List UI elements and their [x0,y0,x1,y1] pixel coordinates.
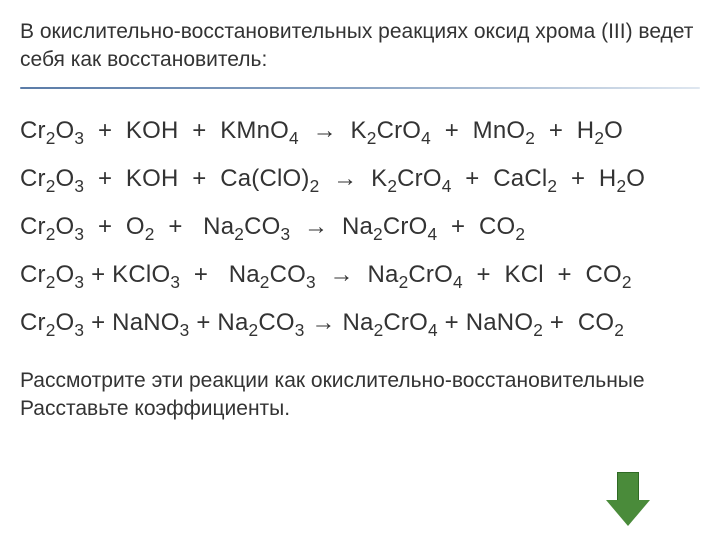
header-block: В окислительно-восстановительных реакция… [0,0,720,83]
footer-text: Рассмотрите эти реакции как окислительно… [20,367,700,424]
down-arrow-icon [606,472,650,528]
equations-list: Cr2O3 + KOH + KMnO4 → K2CrO4 + MnO2 + H2… [0,89,720,337]
equation-row: Cr2O3 + KClO3 + Na2CO3 → Na2CrO4 + KCl +… [20,261,700,289]
footer-block: Рассмотрите эти реакции как окислительно… [0,357,720,424]
equation-row: Cr2O3 + NaNO3 + Na2CO3 → Na2CrO4 + NaNO2… [20,309,700,337]
equation-row: Cr2O3 + KOH + KMnO4 → K2CrO4 + MnO2 + H2… [20,117,700,145]
header-text: В окислительно-восстановительных реакция… [20,18,700,75]
equation-row: Cr2O3 + O2 + Na2CO3 → Na2CrO4 + CO2 [20,213,700,241]
equation-row: Cr2O3 + KOH + Ca(ClO)2 → K2CrO4 + CaCl2 … [20,165,700,193]
